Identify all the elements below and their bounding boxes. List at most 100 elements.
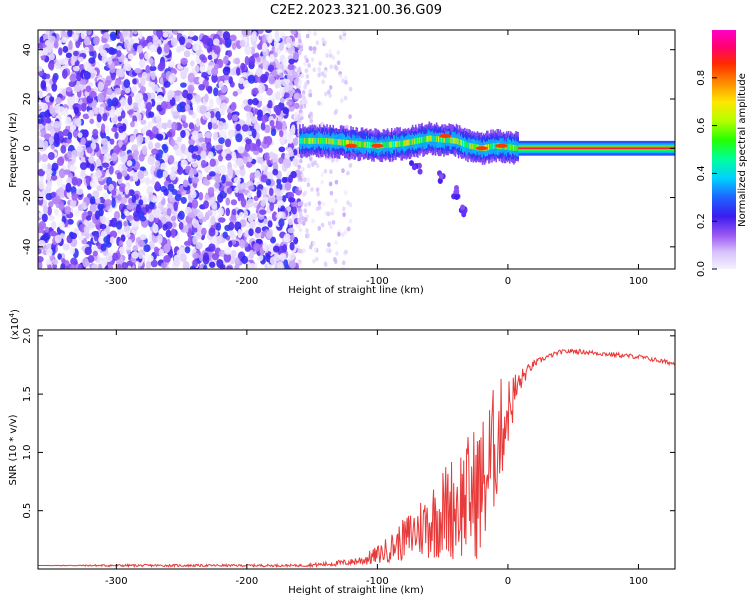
signal-cell (442, 136, 444, 143)
noise-cell (334, 65, 339, 71)
noise-cell (257, 109, 263, 118)
noise-cell (162, 31, 169, 38)
noise-cell (161, 122, 168, 130)
noise-cell (199, 66, 206, 73)
noise-cell (281, 176, 288, 184)
noise-cell (127, 95, 133, 106)
noise-cell (311, 218, 315, 224)
noise-cell (62, 243, 70, 251)
noise-cell (262, 242, 268, 252)
noise-cell (151, 148, 159, 156)
snr-panel: -300 -200 -100 0 100 0.5 1.0 1.5 2.0 Height of … (8, 309, 676, 596)
noise-cell (77, 132, 83, 139)
noise-cell (182, 261, 190, 269)
noise-cell (292, 71, 298, 79)
x-tick-label: -200 (236, 576, 259, 587)
noise-cell (341, 78, 345, 84)
noise-cell (277, 261, 284, 269)
noise-cell (76, 145, 84, 153)
noise-cell (138, 240, 146, 248)
signal-cell (431, 135, 434, 142)
noise-cell (76, 72, 82, 82)
noise-cell (103, 83, 108, 93)
noise-cell (154, 142, 161, 149)
noise-cell (147, 141, 154, 150)
signal-cell (301, 137, 303, 144)
noise-cell (219, 94, 226, 101)
noise-cell (41, 116, 47, 126)
noise-cell (267, 220, 273, 228)
noise-cell (233, 177, 241, 184)
noise-cell (38, 152, 42, 163)
noise-cell (188, 109, 194, 116)
noise-cell (71, 154, 76, 165)
noise-cell (244, 104, 252, 112)
noise-cell (160, 262, 168, 269)
tail-cell (417, 168, 423, 175)
noise-cell (96, 185, 103, 192)
noise-cell (166, 207, 172, 217)
noise-cell (113, 60, 120, 67)
noise-cell (320, 172, 325, 178)
noise-cell (192, 218, 200, 229)
noise-cell (199, 54, 206, 61)
noise-cell (43, 232, 51, 241)
noise-cell (210, 237, 216, 245)
noise-cell (53, 120, 61, 129)
noise-cell (77, 263, 83, 269)
noise-cell (234, 221, 242, 232)
noise-cell (282, 244, 288, 253)
noise-cell (268, 194, 276, 204)
noise-cell (182, 122, 189, 129)
noise-cell (325, 247, 330, 253)
noise-cell (251, 128, 257, 139)
signal-cell (466, 141, 468, 148)
noise-cell (231, 208, 237, 216)
noise-cell (287, 147, 293, 153)
noise-cell (227, 167, 234, 176)
noise-cell (168, 60, 176, 68)
noise-cell (224, 246, 232, 255)
signal-cell (454, 137, 457, 144)
noise-cell (257, 43, 263, 51)
signal-cell (370, 142, 372, 149)
noise-cell (234, 263, 240, 269)
y-tick-label: -40 (22, 239, 33, 255)
noise-cell (184, 246, 191, 254)
noise-cell (254, 169, 261, 179)
noise-cell (111, 152, 118, 162)
noise-cell (166, 131, 172, 138)
signal-cell (303, 137, 305, 144)
noise-cell (59, 188, 66, 199)
noise-cell (315, 187, 320, 193)
noise-cell (289, 234, 295, 241)
noise-cell (110, 217, 118, 228)
noise-cell (123, 79, 131, 89)
noise-cell (313, 160, 317, 166)
noise-cell (299, 112, 304, 118)
noise-cell (239, 211, 245, 218)
signal-cell (358, 141, 361, 147)
noise-cell (195, 242, 203, 250)
noise-cell (54, 234, 62, 244)
colorbar-tick-label: 0.6 (696, 118, 707, 134)
noise-cell (328, 48, 332, 54)
noise-cell (67, 30, 73, 38)
noise-cell (38, 131, 42, 137)
noise-cell (292, 51, 300, 61)
noise-cell (38, 179, 45, 190)
noise-cell (92, 128, 99, 137)
signal-cell (407, 139, 410, 146)
noise-cell (50, 220, 57, 230)
noise-cell (334, 240, 338, 246)
noise-cell (38, 118, 44, 124)
noise-cell (329, 190, 334, 196)
signal-cell (490, 143, 492, 150)
noise-cell (97, 263, 103, 269)
noise-cell (124, 210, 130, 217)
noise-cell (306, 233, 310, 239)
noise-cell (279, 136, 285, 145)
signal-cell (453, 137, 456, 144)
noise-cell (38, 226, 44, 234)
signal-cell (420, 137, 422, 144)
